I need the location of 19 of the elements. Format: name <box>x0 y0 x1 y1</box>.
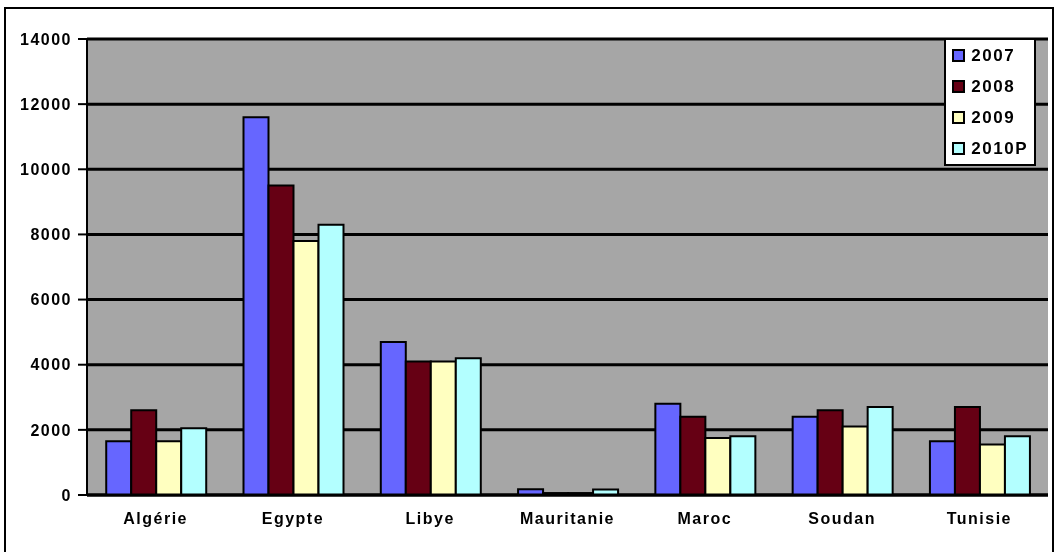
x-tick-label: Algérie <box>123 510 189 528</box>
y-tick-label: 6000 <box>30 291 72 309</box>
x-tick-label: Libye <box>405 510 455 528</box>
y-tick-label: 12000 <box>20 95 72 113</box>
y-tick-label: 2000 <box>30 421 72 439</box>
legend-label: 2009 <box>971 107 1016 128</box>
legend-label: 2007 <box>971 45 1016 66</box>
x-tick-label: Tunisie <box>946 510 1013 528</box>
x-tick-label: Maroc <box>677 510 733 528</box>
legend-label: 2008 <box>971 76 1016 97</box>
x-tick-label: Soudan <box>808 510 876 528</box>
y-tick-label: 10000 <box>20 160 72 178</box>
x-tick-label: Mauritanie <box>519 510 616 528</box>
y-tick-label: 14000 <box>20 30 72 48</box>
y-tick-label: 4000 <box>30 356 72 374</box>
y-tick-label: 8000 <box>30 226 72 244</box>
x-tick-label: Egypte <box>261 510 325 528</box>
y-tick-label: 0 <box>61 486 72 504</box>
legend-label: 2010P <box>971 138 1028 159</box>
